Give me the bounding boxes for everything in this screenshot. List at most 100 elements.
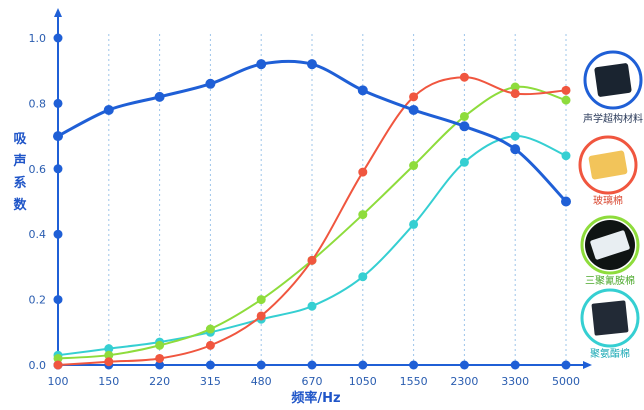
series-group (53, 59, 571, 207)
data-point (409, 92, 419, 102)
y-tick-label: 0.6 (29, 163, 47, 176)
data-point (155, 340, 165, 350)
y-axis-title-char: 系 (13, 175, 26, 191)
sample-block-icon (594, 63, 632, 97)
data-point (256, 295, 266, 305)
data-point (510, 82, 520, 92)
y-axis-dot (53, 33, 63, 43)
legend-item: 玻璃棉 (578, 135, 638, 207)
data-point (561, 95, 571, 105)
series-line (57, 85, 567, 360)
x-tick-label: 100 (48, 375, 69, 388)
data-point (53, 353, 63, 363)
x-tick-label: 670 (302, 375, 323, 388)
sample-block-icon (591, 300, 629, 336)
y-axis-dot (53, 295, 63, 305)
x-axis-title: 频率/Hz (291, 390, 340, 406)
legend-label: 三聚氰胺棉 (585, 274, 635, 287)
x-tick-label: 150 (98, 375, 119, 388)
x-axis-dot (256, 360, 266, 370)
x-axis-dot (561, 360, 571, 370)
data-point (408, 104, 419, 115)
series-group (53, 72, 571, 370)
y-tick-label: 0.0 (29, 359, 47, 372)
legend-item: 三聚氰胺棉 (580, 215, 640, 287)
data-point (561, 196, 571, 207)
data-point (409, 219, 419, 229)
x-tick-labels: 100 150 220 315 480 670 1050 1550 2300 3300 5000 (48, 375, 581, 388)
data-point (459, 157, 469, 167)
data-point (358, 167, 368, 177)
x-tick-label: 5000 (552, 375, 580, 388)
y-tick-labels: 0.0 0.2 0.4 0.6 0.8 1.0 (29, 32, 47, 372)
axes (54, 8, 592, 369)
x-tick-label: 315 (200, 375, 221, 388)
data-point (103, 104, 114, 115)
data-point (205, 324, 215, 334)
y-axis-title-char: 声 (12, 153, 26, 169)
data-point (459, 121, 470, 132)
data-point (104, 350, 114, 360)
data-point (104, 344, 114, 354)
data-point (256, 311, 266, 321)
x-axis-arrow-icon (583, 361, 592, 369)
x-tick-label: 1050 (349, 375, 377, 388)
x-axis-dot (155, 360, 165, 370)
series-line (57, 76, 567, 366)
data-point (561, 151, 571, 161)
data-point (510, 131, 520, 141)
y-axis-title-char: 数 (13, 197, 27, 213)
data-point (409, 161, 419, 171)
y-axis-dot (53, 229, 63, 239)
data-point (205, 340, 215, 350)
data-point (510, 89, 520, 99)
x-tick-label: 3300 (501, 375, 529, 388)
data-point (205, 78, 216, 89)
x-axis-dot (205, 360, 215, 370)
data-point (358, 210, 368, 220)
x-axis-dot (409, 360, 419, 370)
x-axis-dot (510, 360, 520, 370)
data-point (307, 301, 317, 311)
y-tick-label: 0.2 (29, 294, 47, 307)
data-point (358, 272, 368, 282)
x-tick-label: 480 (251, 375, 272, 388)
series-lines (53, 59, 571, 370)
legend-item: 聚氨酯棉 (580, 288, 640, 360)
y-tick-label: 1.0 (29, 32, 47, 45)
data-point (459, 72, 469, 82)
legend-item: 声学超构材料 (583, 50, 643, 125)
data-point (510, 144, 521, 155)
legend-label: 声学超构材料 (583, 112, 643, 125)
sample-block-icon (588, 150, 628, 180)
y-axis-dot (53, 98, 63, 108)
data-point (104, 357, 114, 367)
data-point (307, 59, 317, 70)
y-tick-label: 0.8 (29, 97, 47, 110)
data-point (307, 255, 317, 265)
x-tick-label: 220 (149, 375, 170, 388)
data-point (256, 59, 267, 70)
x-tick-label: 2300 (450, 375, 478, 388)
data-point (459, 111, 469, 121)
x-axis-dot (307, 360, 317, 370)
legend-label: 玻璃棉 (593, 194, 623, 207)
legend-label: 聚氨酯棉 (590, 347, 630, 360)
sample-block-icon (590, 230, 630, 260)
y-axis-dot (53, 164, 63, 174)
data-point (561, 85, 571, 95)
x-axis-dot (459, 360, 469, 370)
x-tick-label: 1550 (400, 375, 428, 388)
data-point (155, 353, 165, 363)
x-axis-dot (358, 360, 368, 370)
data-point (53, 360, 63, 370)
grid-lines (108, 34, 567, 365)
y-tick-label: 0.4 (29, 228, 47, 241)
y-axis-title-char: 吸 (13, 132, 27, 147)
data-point (357, 85, 368, 96)
data-point (154, 91, 165, 102)
data-point (53, 131, 63, 142)
